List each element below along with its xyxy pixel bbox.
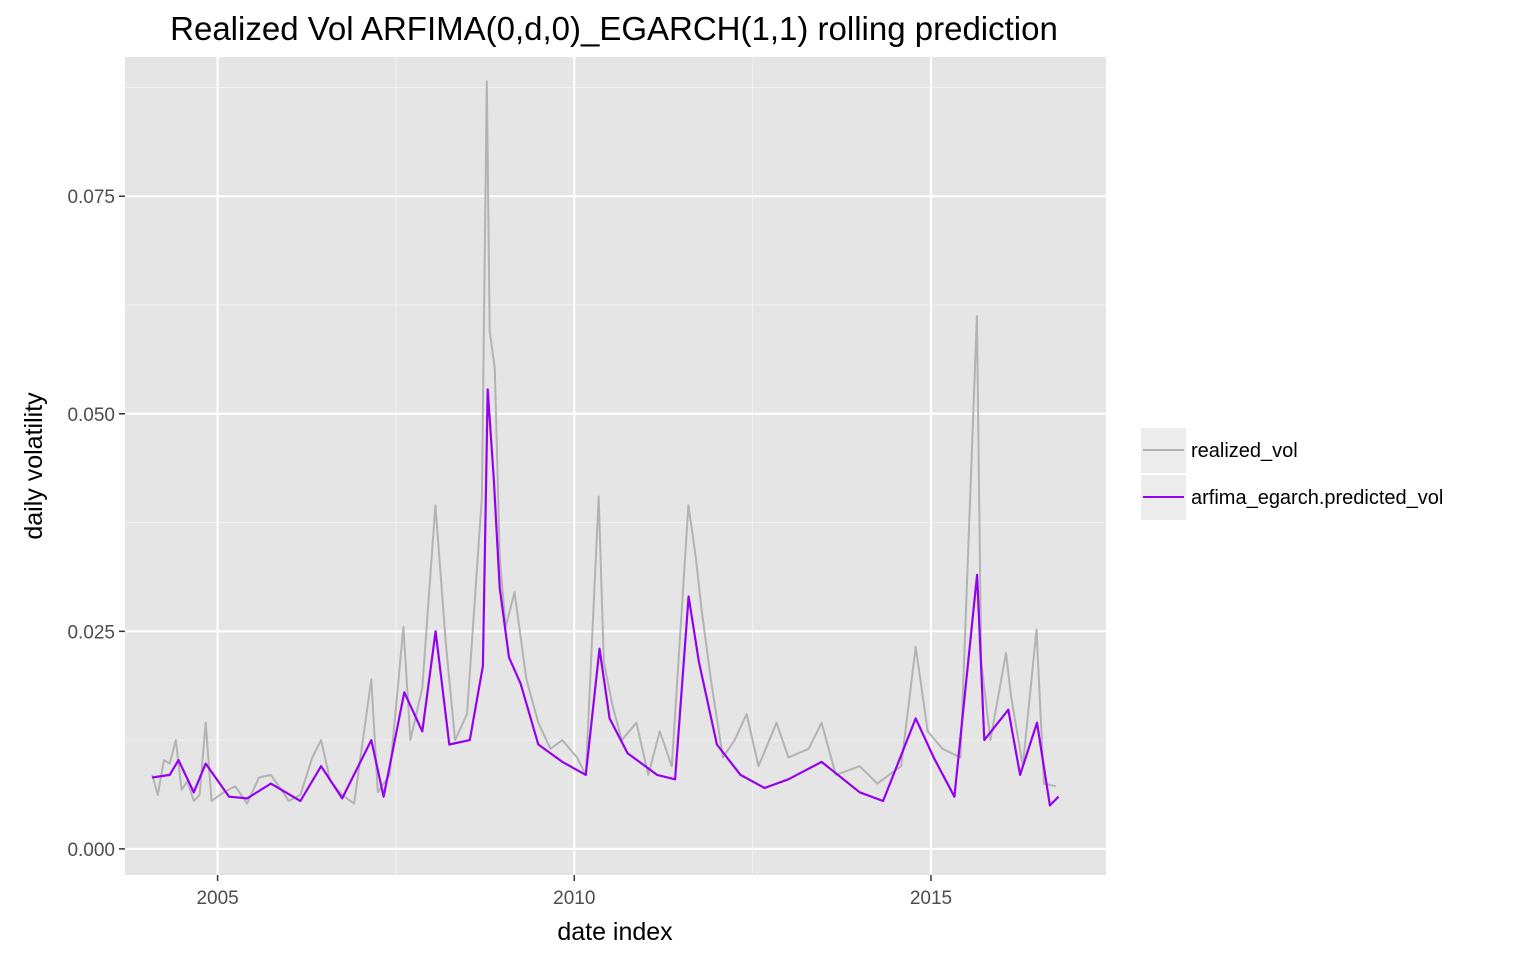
x-tick-label: 2005 bbox=[196, 888, 238, 909]
y-axis: 0.000 0.025 0.050 0.075 bbox=[67, 187, 125, 861]
x-axis: 2005 2010 2015 bbox=[196, 875, 952, 909]
grid-lines bbox=[125, 57, 1106, 875]
series-lines bbox=[151, 80, 1060, 807]
x-tick-label: 2010 bbox=[553, 888, 595, 909]
legend-label-predicted: arfima_egarch.predicted_vol bbox=[1191, 487, 1443, 509]
y-axis-title: daily volatility bbox=[20, 392, 48, 540]
y-tick-label: 0.075 bbox=[67, 187, 115, 208]
realized-vol-line bbox=[151, 80, 1057, 805]
y-tick-label: 0.050 bbox=[67, 405, 115, 426]
predicted-vol-line bbox=[152, 388, 1060, 807]
legend: realized_vol arfima_egarch.predicted_vol bbox=[1141, 428, 1443, 520]
x-axis-title: date index bbox=[557, 918, 673, 946]
x-tick-label: 2015 bbox=[910, 888, 952, 909]
y-tick-label: 0.025 bbox=[67, 622, 115, 643]
y-tick-label: 0.000 bbox=[67, 840, 115, 861]
legend-label-realized: realized_vol bbox=[1191, 440, 1298, 462]
plot-panel bbox=[125, 57, 1106, 875]
chart-title: Realized Vol ARFIMA(0,d,0)_EGARCH(1,1) r… bbox=[170, 10, 1058, 47]
